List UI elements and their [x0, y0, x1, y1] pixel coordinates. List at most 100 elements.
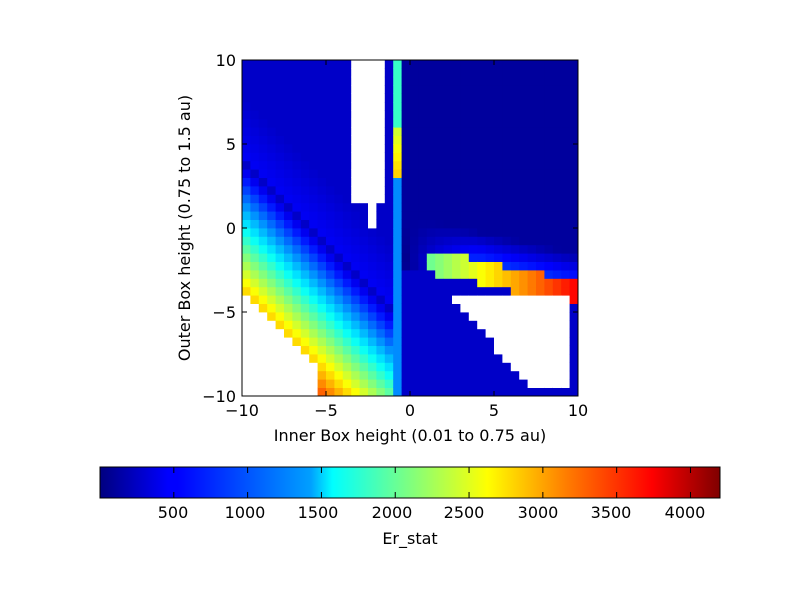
heatmap-cell: [275, 303, 285, 313]
heatmap-cell: [426, 68, 436, 78]
heatmap-cell: [443, 118, 453, 128]
heatmap-cell: [351, 85, 360, 94]
heatmap-cell: [242, 93, 251, 103]
heatmap-cell: [242, 135, 251, 145]
heatmap-cell: [477, 85, 486, 94]
heatmap-cell: [300, 127, 310, 136]
heatmap-cell: [393, 354, 402, 363]
heatmap-cell: [359, 244, 369, 254]
heatmap-cell: [544, 194, 554, 204]
heatmap-cell: [334, 337, 344, 346]
heatmap-cell: [359, 85, 369, 94]
heatmap-cell: [418, 68, 428, 78]
heatmap-cell: [536, 219, 545, 229]
heatmap-cell: [460, 354, 470, 363]
heatmap-cell: [510, 312, 520, 321]
heatmap-cell: [284, 244, 293, 254]
heatmap-cell: [250, 312, 260, 321]
heatmap-cell: [334, 211, 344, 220]
heatmap-cell: [300, 236, 310, 246]
heatmap-cell: [443, 211, 453, 220]
heatmap-cell: [368, 328, 377, 338]
heatmap-cell: [418, 312, 428, 321]
heatmap-cell: [527, 253, 537, 262]
heatmap-cell: [292, 278, 302, 288]
heatmap-cell: [267, 202, 276, 212]
heatmap-cell: [334, 93, 344, 103]
heatmap-cell: [527, 236, 537, 246]
heatmap-cell: [443, 312, 453, 321]
heatmap-cell: [292, 194, 302, 204]
heatmap-cell: [527, 160, 537, 170]
heatmap-cell: [393, 152, 402, 162]
heatmap-cell: [267, 278, 276, 288]
heatmap-cell: [376, 345, 386, 355]
y-axis-label: Outer Box height (0.75 to 1.5 au): [175, 95, 194, 361]
heatmap-cell: [536, 144, 545, 153]
heatmap-cell: [426, 118, 436, 128]
heatmap-cell: [418, 202, 428, 212]
heatmap-cell: [410, 244, 419, 254]
heatmap-cell: [502, 118, 512, 128]
heatmap-cell: [376, 118, 386, 128]
heatmap-cell: [494, 337, 503, 346]
heatmap-cell: [351, 370, 360, 380]
heatmap-cell: [309, 186, 318, 195]
heatmap-cell: [527, 85, 537, 94]
heatmap-cell: [342, 362, 352, 372]
heatmap-cell: [376, 236, 386, 246]
heatmap-cell: [460, 202, 470, 212]
heatmap-cell: [384, 270, 394, 279]
heatmap-cell: [536, 127, 545, 136]
heatmap-cell: [426, 286, 436, 296]
heatmap-cell: [519, 202, 528, 212]
heatmap-cell: [309, 228, 318, 237]
heatmap-cell: [510, 362, 520, 372]
heatmap-cell: [317, 295, 327, 304]
heatmap-cell: [258, 152, 268, 162]
heatmap-cell: [468, 135, 478, 145]
heatmap-cell: [242, 354, 251, 363]
heatmap-cell: [443, 328, 453, 338]
heatmap-cell: [468, 337, 478, 346]
heatmap-cell: [552, 303, 562, 313]
heatmap-cell: [502, 236, 512, 246]
heatmap-cell: [510, 169, 520, 178]
heatmap-cell: [477, 68, 486, 78]
heatmap-cell: [242, 211, 251, 220]
heatmap-cell: [477, 295, 486, 304]
heatmap-cell: [376, 328, 386, 338]
heatmap-cell: [242, 177, 251, 187]
heatmap-cell: [359, 102, 369, 111]
heatmap-cell: [552, 228, 562, 237]
heatmap-cell: [300, 244, 310, 254]
heatmap-cell: [317, 177, 327, 187]
heatmap-cell: [342, 110, 352, 120]
heatmap-cell: [561, 303, 570, 313]
heatmap-cell: [552, 261, 562, 271]
heatmap-cell: [284, 169, 293, 178]
heatmap-cell: [284, 219, 293, 229]
heatmap-cell: [275, 362, 285, 372]
heatmap-cell: [527, 345, 537, 355]
heatmap-cell: [334, 244, 344, 254]
heatmap-cell: [468, 118, 478, 128]
heatmap-cell: [510, 93, 520, 103]
heatmap-cell: [267, 186, 276, 195]
heatmap-cell: [292, 211, 302, 220]
heatmap-cell: [477, 118, 486, 128]
heatmap-cell: [292, 379, 302, 388]
heatmap-cell: [351, 236, 360, 246]
heatmap-cell: [317, 286, 327, 296]
heatmap-cell: [510, 236, 520, 246]
heatmap-cell: [376, 312, 386, 321]
heatmap-cell: [376, 102, 386, 111]
heatmap-cell: [292, 177, 302, 187]
heatmap-cell: [359, 253, 369, 262]
heatmap-cell: [426, 379, 436, 388]
heatmap-cell: [309, 85, 318, 94]
heatmap-cell: [410, 169, 419, 178]
heatmap-cell: [460, 186, 470, 195]
heatmap-cell: [443, 337, 453, 346]
heatmap-cell: [443, 370, 453, 380]
